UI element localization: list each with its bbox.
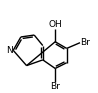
Text: Br: Br (50, 82, 60, 91)
Text: N: N (6, 46, 13, 55)
Text: Br: Br (80, 38, 90, 47)
Text: OH: OH (48, 20, 62, 29)
